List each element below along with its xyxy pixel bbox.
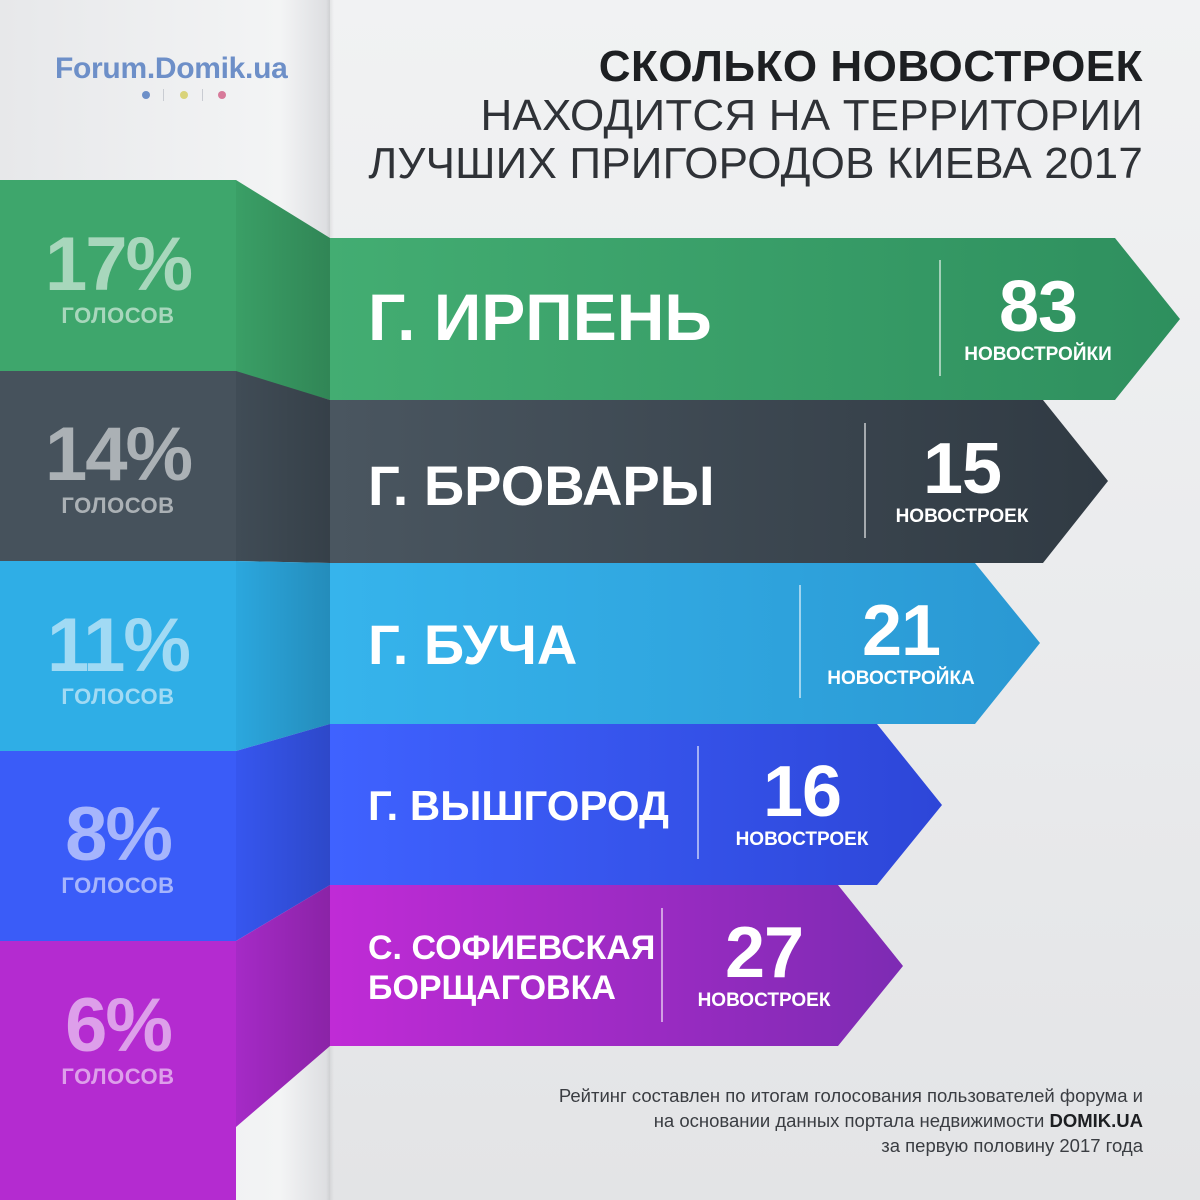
count-bucha: 21 НОВОСТРОЙКА [815,594,987,690]
count-label: НОВОСТРОЕК [895,506,1029,527]
band-left-irpen [0,180,236,373]
votes-percent: 14% [44,412,193,497]
votes-vyshgorod: 8% ГОЛОСОВ [0,796,236,898]
band-left-sofievskaya [0,941,236,1200]
logo-separator [202,89,203,101]
ribbon-bucha [330,563,1040,724]
logo-dot-blue [142,91,150,99]
divider-brovary [864,423,866,538]
count-label: НОВОСТРОЕК [735,829,869,850]
ribbon-vyshgorod [330,724,942,885]
footer-brand-link[interactable]: DOMIK.UA [1049,1110,1143,1131]
title-line-1: СКОЛЬКО НОВОСТРОЕК [598,42,1143,91]
votes-label: ГОЛОСОВ [61,493,175,518]
city-name-vyshgorod: Г. ВЫШГОРОД [368,782,669,829]
count-label: НОВОСТРОЙКА [827,668,975,689]
divider-sofievskaya [661,908,663,1022]
count-sofievskaya: 27 НОВОСТРОЕК [684,916,844,1012]
votes-label: ГОЛОСОВ [61,303,175,328]
footer-line-1: Рейтинг составлен по итогам голосования … [558,1085,1143,1106]
divider-irpen [939,260,941,376]
divider-vyshgorod [697,746,699,859]
votes-bucha: 11% ГОЛОСОВ [0,607,236,709]
votes-percent: 8% [65,792,173,877]
footer-line-3: за первую половину 2017 года [881,1135,1143,1156]
count-number: 15 [922,429,1002,509]
count-number: 83 [998,267,1078,347]
count-label: НОВОСТРОЙКИ [964,344,1112,365]
votes-label: ГОЛОСОВ [61,684,175,709]
divider-bucha [799,585,801,698]
city-name-line-2: БОРЩАГОВКА [368,969,616,1007]
count-label: НОВОСТРОЕК [697,990,831,1011]
votes-brovary: 14% ГОЛОСОВ [0,416,236,518]
site-logo[interactable]: Forum.Domik.ua [55,52,288,85]
band-left-vyshgorod [0,751,236,941]
city-name-bucha: Г. БУЧА [368,613,578,676]
count-number: 21 [861,591,941,671]
votes-irpen: 17% ГОЛОСОВ [0,226,236,328]
logo-dot-pink [218,91,226,99]
votes-sofievskaya: 6% ГОЛОСОВ [0,987,236,1089]
ribbon-sofievskaya [330,885,903,1046]
city-name-brovary: Г. БРОВАРЫ [368,454,715,517]
footer-line-2: на основании данных портала недвижимости… [559,1108,1143,1133]
footer-line-2-text: на основании данных портала недвижимости [653,1110,1045,1131]
band-left-brovary [0,371,236,561]
title-line-2: НАХОДИТСЯ НА ТЕРРИТОРИИ [480,91,1143,140]
page-title: СКОЛЬКО НОВОСТРОЕК НАХОДИТСЯ НА ТЕРРИТОР… [368,42,1143,188]
votes-label: ГОЛОСОВ [61,873,175,898]
count-brovary: 15 НОВОСТРОЕК [882,432,1042,528]
footer-note: Рейтинг составлен по итогам голосования … [559,1083,1143,1158]
count-irpen: 83 НОВОСТРОЙКИ [953,270,1123,366]
title-line-3: ЛУЧШИХ ПРИГОРОДОВ КИЕВА 2017 [368,139,1143,188]
logo-separator [163,89,164,101]
city-name-sofievskaya: С. СОФИЕВСКАЯ БОРЩАГОВКА [368,928,655,1008]
count-vyshgorod: 16 НОВОСТРОЕК [722,755,882,851]
count-number: 27 [724,913,804,993]
city-name-line-1: С. СОФИЕВСКАЯ [368,929,656,967]
votes-percent: 6% [65,983,173,1068]
city-name-irpen: Г. ИРПЕНЬ [368,280,712,354]
votes-percent: 17% [44,222,193,307]
ribbon-irpen [330,238,1180,400]
count-number: 16 [762,752,842,832]
votes-label: ГОЛОСОВ [61,1064,175,1089]
votes-percent: 11% [47,603,191,688]
ribbon-brovary [330,400,1108,563]
band-left-bucha [0,561,236,751]
logo-dot-yellow [180,91,188,99]
